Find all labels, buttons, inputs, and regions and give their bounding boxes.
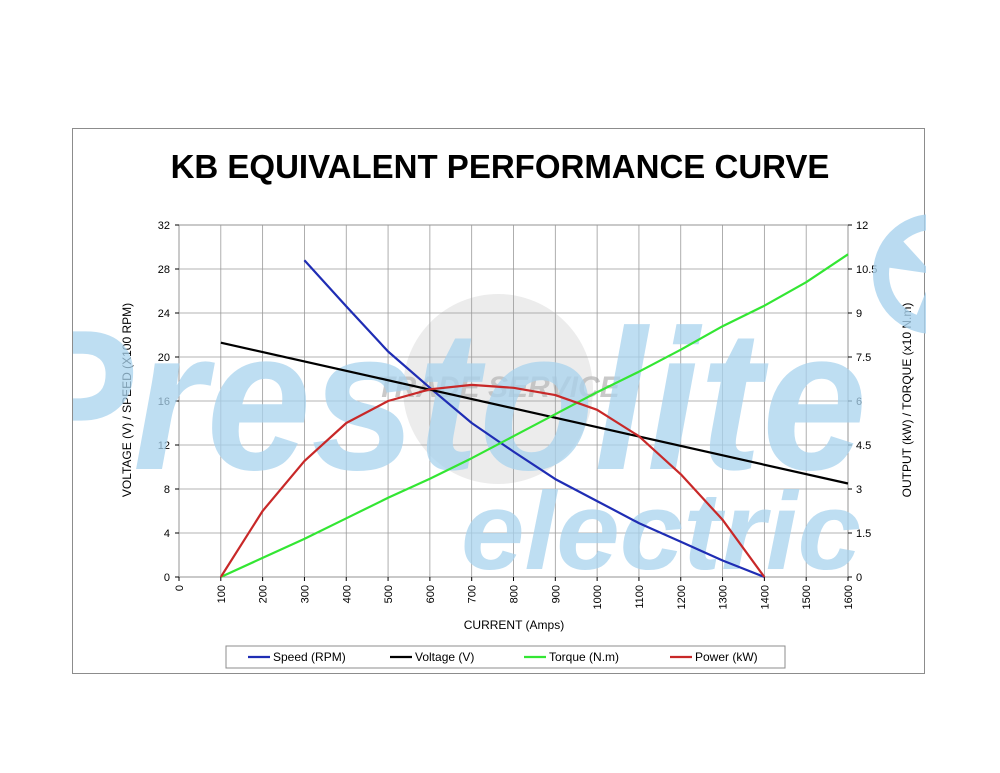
x-tick-label: 1600 — [843, 585, 855, 609]
watermark-brand-main: Prestolite — [73, 289, 867, 512]
x-axis-ticks: 0 100 200 300 400 500 600 700 800 900 1000 1100 1200… — [174, 577, 855, 609]
left-tick-label: 8 — [164, 484, 170, 496]
legend-label-3: Power (kW) — [695, 650, 758, 664]
right-tick-label: 0 — [856, 572, 862, 584]
brand-logo-ring — [873, 214, 926, 334]
watermark-brand-sub: electric — [461, 470, 861, 593]
x-tick-label: 900 — [550, 585, 562, 603]
right-tick-label: 7.5 — [856, 352, 871, 364]
x-tick-label: 1300 — [718, 585, 730, 609]
left-tick-label: 16 — [158, 396, 170, 408]
x-tick-label: 1200 — [676, 585, 688, 609]
left-tick-label: 32 — [158, 220, 170, 232]
right-axis-ticks: 0 1.5 3 4.5 6 7.5 9 10.5 12 — [848, 220, 877, 584]
x-tick-label: 1000 — [592, 585, 604, 609]
x-tick-label: 0 — [174, 585, 186, 591]
legend-label-2: Torque (N.m) — [549, 650, 619, 664]
legend: Speed (RPM) Voltage (V) Torque (N.m) Power … — [225, 645, 786, 669]
right-tick-label: 1.5 — [856, 528, 871, 540]
right-tick-label: 3 — [856, 484, 862, 496]
x-tick-label: 100 — [216, 585, 228, 603]
series-line-0 — [303, 259, 765, 579]
x-tick-label: 200 — [258, 585, 270, 603]
x-tick-label: 1400 — [759, 585, 771, 609]
right-tick-label: 6 — [856, 396, 862, 408]
performance-chart: TRADE SERVICE KB EQUIVALENT PERFORMANCE … — [73, 148, 926, 669]
right-axis-label: OUTPUT (kW) / TORQUE (x10 N.m) — [900, 303, 914, 498]
brand-logo-icon — [873, 214, 926, 334]
left-axis-label: VOLTAGE (V) / SPEED (X100 RPM) — [120, 303, 134, 497]
legend-box — [225, 645, 786, 669]
left-tick-label: 0 — [164, 572, 170, 584]
x-axis-label: CURRENT (Amps) — [464, 618, 564, 632]
left-tick-label: 12 — [158, 440, 170, 452]
left-tick-label: 4 — [164, 528, 170, 540]
x-tick-label: 1500 — [801, 585, 813, 609]
series-line-3 — [219, 383, 766, 578]
x-tick-label: 600 — [425, 585, 437, 603]
chart-frame: TRADE SERVICE KB EQUIVALENT PERFORMANCE … — [72, 128, 926, 674]
left-tick-label: 28 — [158, 264, 170, 276]
right-tick-label: 10.5 — [856, 264, 877, 276]
legend-label-1: Voltage (V) — [415, 650, 474, 664]
left-tick-label: 20 — [158, 352, 170, 364]
legend-label-0: Speed (RPM) — [273, 650, 346, 664]
x-tick-label: 700 — [467, 585, 479, 603]
x-tick-label: 500 — [383, 585, 395, 603]
x-tick-label: 800 — [509, 585, 521, 603]
series-line-2 — [220, 253, 849, 579]
x-tick-label: 300 — [299, 585, 311, 603]
x-tick-label: 1100 — [634, 585, 646, 609]
right-tick-label: 12 — [856, 220, 868, 232]
x-tick-label: 400 — [341, 585, 353, 603]
chart-title: KB EQUIVALENT PERFORMANCE CURVE — [171, 148, 830, 185]
left-tick-label: 24 — [158, 308, 170, 320]
brand-logo-blades — [885, 239, 926, 322]
stamp-circle — [403, 294, 593, 484]
series-line-1 — [220, 341, 849, 485]
series-lines — [219, 253, 849, 579]
right-tick-label: 9 — [856, 308, 862, 320]
left-axis-ticks: 0 4 8 12 16 20 24 28 32 — [158, 220, 179, 584]
right-tick-label: 4.5 — [856, 440, 871, 452]
